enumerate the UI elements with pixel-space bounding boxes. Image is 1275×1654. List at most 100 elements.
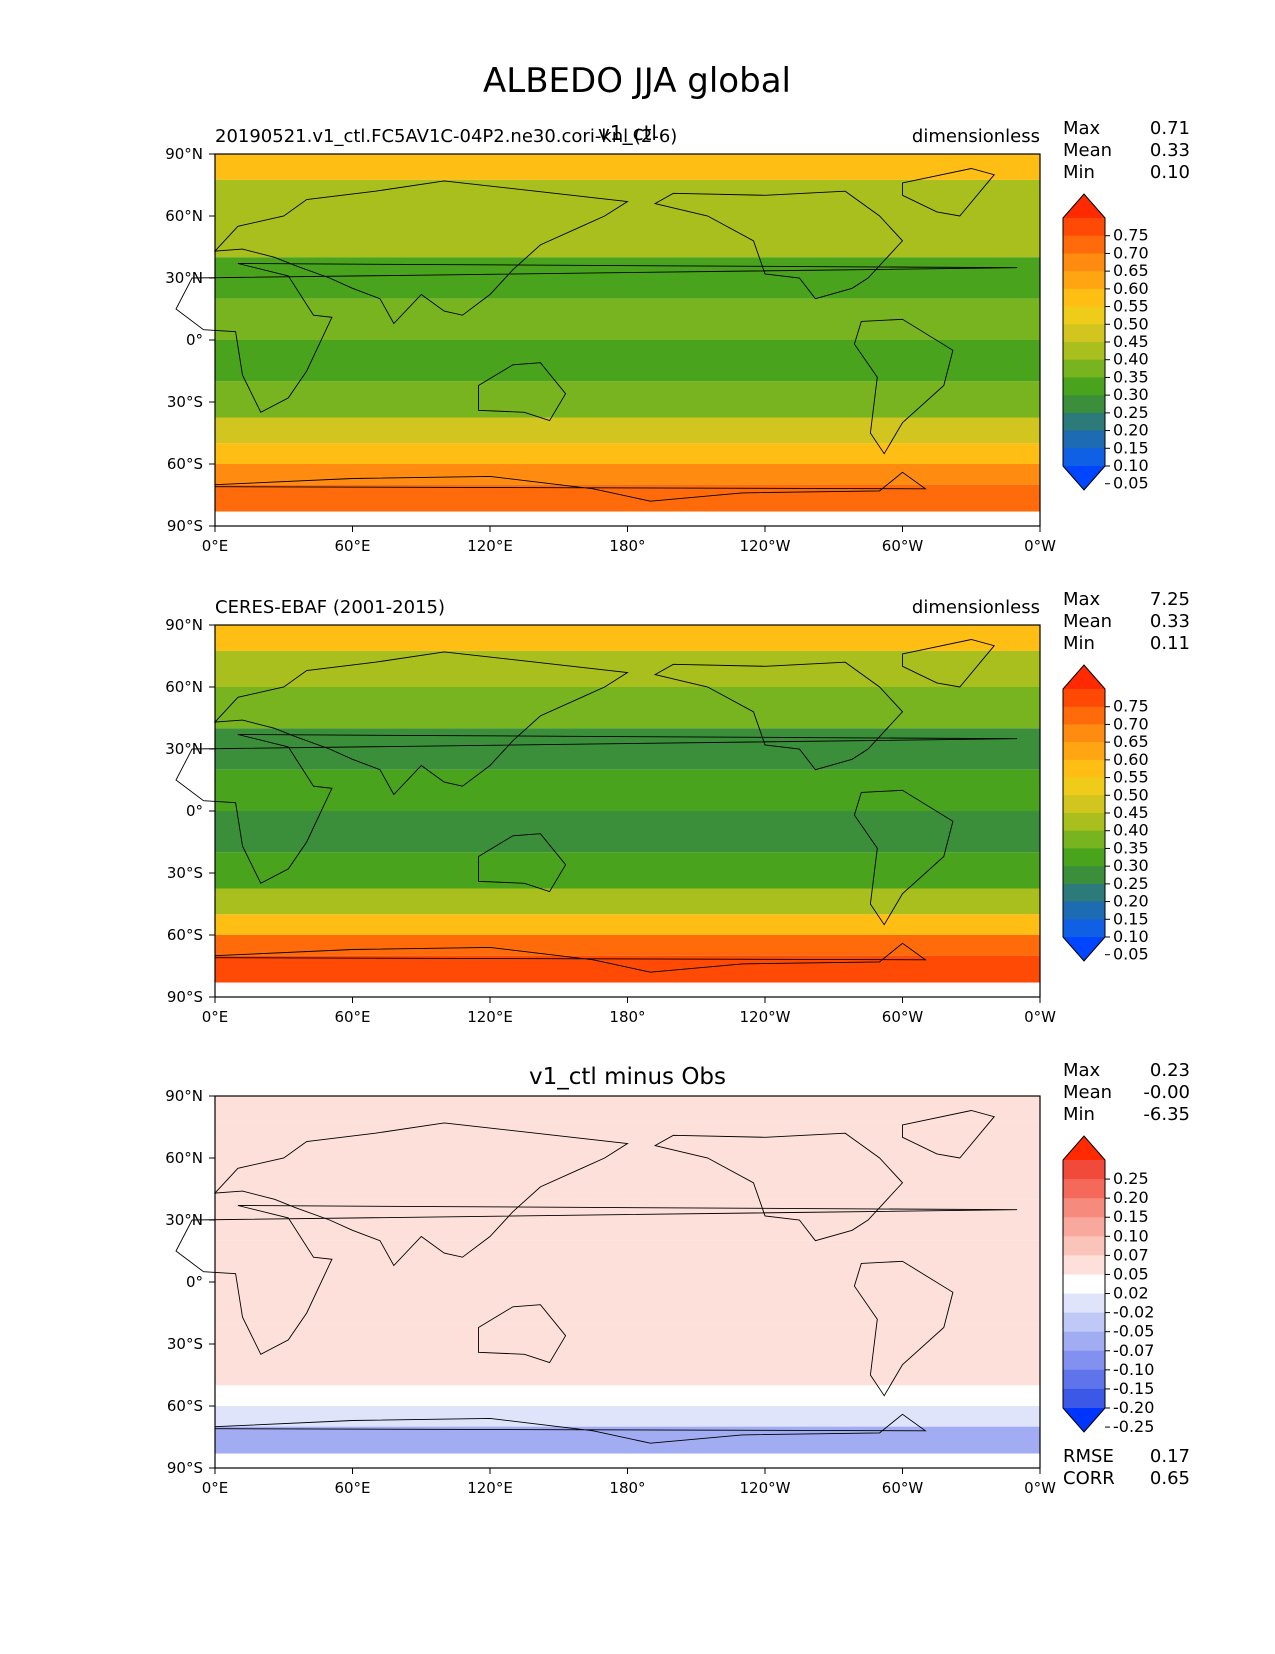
y-tick-label: 60°N bbox=[165, 1149, 203, 1167]
y-tick-label: 30°N bbox=[165, 1211, 203, 1229]
zonal-band bbox=[215, 154, 1040, 180]
zonal-band bbox=[215, 625, 1040, 651]
stat-value: -0.00 bbox=[1143, 1082, 1190, 1103]
coastline bbox=[214, 1413, 927, 1444]
zonal-band bbox=[215, 1406, 1040, 1427]
stat-value: 0.11 bbox=[1150, 633, 1190, 654]
coastline bbox=[214, 942, 927, 973]
y-tick-label: 90°N bbox=[165, 1087, 203, 1105]
colorbar-extend-max bbox=[1063, 1136, 1105, 1160]
colorbar: 0.750.700.650.600.550.500.450.400.350.30… bbox=[1062, 193, 1149, 493]
coastline bbox=[853, 318, 954, 455]
zonal-band bbox=[215, 914, 1040, 935]
colorbar-segment bbox=[1063, 901, 1105, 920]
zonal-band bbox=[215, 340, 1040, 382]
x-tick-label: 0°E bbox=[202, 1479, 229, 1497]
stat-label: Mean bbox=[1063, 140, 1112, 161]
stat-value: 0.17 bbox=[1150, 1446, 1190, 1467]
zonal-band bbox=[215, 464, 1040, 485]
colorbar-label: 0.15 bbox=[1113, 909, 1149, 928]
colorbar-label: 0.60 bbox=[1113, 279, 1149, 298]
colorbar-segment bbox=[1063, 1179, 1105, 1199]
colorbar-segment bbox=[1063, 1160, 1105, 1180]
x-tick-label: 120°W bbox=[740, 537, 791, 555]
coastline bbox=[175, 263, 1018, 413]
colorbar-label: 0.05 bbox=[1113, 1264, 1149, 1283]
zonal-band bbox=[215, 888, 1040, 915]
stat-value: 0.65 bbox=[1150, 1468, 1190, 1489]
colorbar-label: 0.70 bbox=[1113, 243, 1149, 262]
colorbar-segment bbox=[1063, 430, 1105, 449]
x-tick-label: 0°E bbox=[202, 537, 229, 555]
zonal-band bbox=[215, 257, 1040, 299]
colorbar-segment bbox=[1063, 412, 1105, 432]
panel-left-label: 20190521.v1_ctl.FC5AV1C-04P2.ne30.cori-k… bbox=[215, 126, 677, 147]
panels: 0°E 60°E 120°E 180° 120°W 60°W 0°W 90°N 60°N 30°N… bbox=[165, 118, 1190, 1497]
x-tick-label: 60°W bbox=[882, 537, 924, 555]
x-tick-label: 0°W bbox=[1024, 1479, 1056, 1497]
colorbar-label: 0.25 bbox=[1113, 403, 1149, 422]
x-tick-label: 120°E bbox=[467, 537, 513, 555]
zonal-band bbox=[215, 1121, 1040, 1158]
zonal-band bbox=[215, 216, 1040, 258]
colorbar-segment bbox=[1063, 1217, 1105, 1237]
coastline bbox=[213, 651, 629, 796]
colorbar-label: 0.30 bbox=[1113, 385, 1149, 404]
stat-value: 0.33 bbox=[1150, 611, 1190, 632]
stat-label: Max bbox=[1063, 1060, 1101, 1081]
zonal-band bbox=[215, 1323, 1040, 1360]
zonal-band bbox=[215, 1096, 1040, 1122]
x-tick-label: 120°E bbox=[467, 1479, 513, 1497]
stat-value: 0.33 bbox=[1150, 140, 1190, 161]
coastline bbox=[902, 1110, 995, 1159]
colorbar-segment bbox=[1063, 342, 1105, 361]
stat-value: 0.23 bbox=[1150, 1060, 1190, 1081]
x-tick-label: 60°E bbox=[334, 1479, 370, 1497]
colorbar-segment bbox=[1063, 759, 1105, 779]
colorbar-segment bbox=[1063, 1350, 1105, 1371]
zonal-band bbox=[215, 298, 1040, 340]
zonal-band bbox=[215, 1282, 1040, 1324]
colorbar-extend-min bbox=[1063, 937, 1105, 961]
colorbar-segment bbox=[1063, 689, 1105, 708]
colorbar-label: 0.75 bbox=[1113, 226, 1149, 245]
zonal-band bbox=[215, 443, 1040, 464]
stat-label: Mean bbox=[1063, 1082, 1112, 1103]
panel-title: v1_ctl minus Obs bbox=[529, 1064, 726, 1090]
colorbar-segment bbox=[1063, 1274, 1105, 1295]
colorbar-label: 0.50 bbox=[1113, 785, 1149, 804]
colorbar-segment bbox=[1063, 1255, 1105, 1275]
zonal-band bbox=[215, 1240, 1040, 1282]
colorbar-segment bbox=[1063, 377, 1105, 396]
zonal-band bbox=[215, 769, 1040, 811]
x-tick-label: 120°W bbox=[740, 1479, 791, 1497]
colorbar-segment bbox=[1063, 706, 1105, 725]
colorbar-segment bbox=[1063, 395, 1105, 414]
colorbar-label: 0.15 bbox=[1113, 438, 1149, 457]
coastline bbox=[902, 639, 995, 688]
colorbar-label: -0.15 bbox=[1113, 1379, 1154, 1398]
zonal-band bbox=[215, 1359, 1040, 1386]
coastline-outlines bbox=[175, 1110, 1018, 1444]
figure-title: ALBEDO JJA global bbox=[483, 61, 791, 101]
y-tick-label: 0° bbox=[186, 802, 203, 820]
x-tick-label: 180° bbox=[609, 1008, 645, 1026]
colorbar-segment bbox=[1063, 1369, 1105, 1390]
y-tick-label: 30°S bbox=[167, 1335, 203, 1353]
x-tick-label: 60°W bbox=[882, 1479, 924, 1497]
y-tick-label: 30°N bbox=[165, 269, 203, 287]
zonal-band bbox=[215, 687, 1040, 729]
colorbar-segment bbox=[1063, 306, 1105, 325]
stat-label: Min bbox=[1063, 1104, 1095, 1125]
stat-label: Max bbox=[1063, 589, 1101, 610]
zonal-band bbox=[215, 179, 1040, 216]
stat-label: Max bbox=[1063, 118, 1101, 139]
colorbar-extend-max bbox=[1063, 665, 1105, 689]
colorbar-label: 0.05 bbox=[1113, 474, 1149, 493]
x-tick-label: 180° bbox=[609, 1479, 645, 1497]
colorbar-extend-max bbox=[1063, 194, 1105, 218]
colorbar-label: 0.20 bbox=[1113, 1188, 1149, 1207]
colorbar-label: 0.75 bbox=[1113, 697, 1149, 716]
panel-units: dimensionless bbox=[912, 597, 1040, 618]
